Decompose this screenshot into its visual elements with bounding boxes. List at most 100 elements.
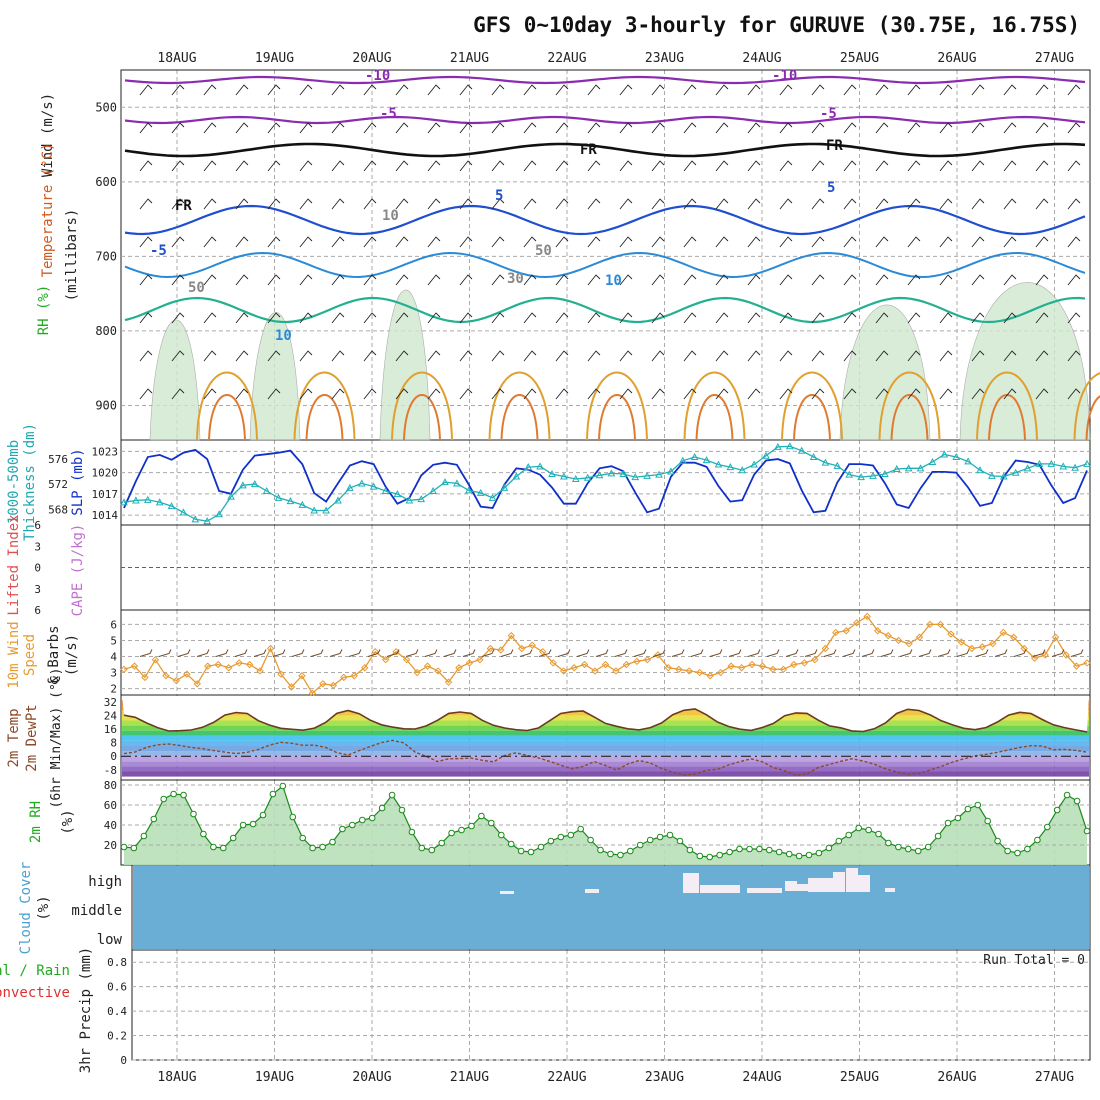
wind-barb-10m	[557, 649, 571, 657]
wind-speed-point	[601, 660, 610, 669]
cloud-high-gap	[885, 888, 895, 892]
wind-speed-point	[434, 667, 442, 675]
wind-barb	[619, 198, 633, 210]
y-tick-label: 0.4	[107, 1005, 127, 1018]
wind-barb-10m	[1051, 649, 1065, 657]
wind-speed-point	[999, 628, 1007, 637]
thickness-point	[667, 467, 675, 475]
wind-speed-point	[193, 680, 201, 688]
chart-title: GFS 0~10day 3-hourly for GURUVE (30.75E,…	[473, 13, 1080, 37]
wind-barb	[363, 236, 377, 248]
wind-barb	[587, 236, 601, 248]
thickness-point	[726, 463, 735, 471]
cloud-fill	[133, 866, 1089, 949]
wind-barb-10m	[462, 649, 476, 657]
wind-barb	[971, 84, 985, 96]
y-tick-label: 60	[104, 799, 117, 812]
wind-barb-10m	[918, 649, 932, 657]
wind-barb-10m	[842, 649, 856, 657]
rh-point	[974, 801, 982, 809]
wind-barb	[523, 122, 537, 134]
cloud-high-gap	[785, 881, 797, 891]
rh-point	[885, 839, 892, 847]
rh-point	[865, 826, 872, 834]
wind-barb	[171, 122, 185, 134]
wind-barb	[235, 274, 249, 286]
y-axis-label: Temperature (°C)	[40, 143, 56, 278]
y-tick-label: 0	[110, 750, 117, 763]
wind-barb	[363, 160, 377, 172]
temp-band	[122, 756, 1089, 762]
wind-barb	[587, 312, 601, 324]
wind-speed-point	[1030, 654, 1039, 662]
wind-barb	[811, 122, 825, 134]
wind-barb-10m	[823, 649, 837, 657]
x-tick-bottom: 23AUG	[645, 1070, 684, 1085]
thickness-point	[774, 442, 782, 450]
wind-barb	[907, 84, 921, 96]
rh-shade	[839, 304, 931, 441]
thickness-point	[785, 442, 794, 450]
wind-barb-10m	[234, 649, 248, 657]
wind-barb	[427, 312, 441, 324]
thickness-point	[357, 479, 366, 487]
wind-speed-point	[675, 665, 683, 674]
thickness-point	[928, 457, 937, 466]
wind-barb	[811, 388, 825, 400]
wind-speed-point	[507, 631, 516, 640]
rh-point	[597, 846, 604, 854]
wind-barb	[139, 274, 153, 286]
wind-barb	[427, 350, 441, 362]
rh-point	[577, 825, 585, 833]
x-tick-top: 21AUG	[450, 51, 489, 66]
wind-barb	[331, 350, 345, 362]
temp-band	[122, 735, 1089, 741]
rh-point	[954, 814, 962, 822]
thickness-point	[821, 458, 830, 466]
contour-label: 50	[188, 280, 205, 296]
y-tick-label: 3	[34, 583, 41, 596]
wind-barb	[299, 198, 313, 210]
wind-barb	[843, 274, 857, 286]
wind-barb	[139, 312, 153, 324]
rh-point	[299, 834, 307, 842]
wind-speed-point	[277, 670, 285, 678]
wind-barb	[747, 122, 761, 134]
y-tick-label: 80	[104, 779, 117, 792]
wind-speed-point	[894, 636, 903, 645]
wind-barb	[203, 122, 217, 134]
wind-barb	[427, 84, 441, 96]
wind-barb	[651, 84, 665, 96]
wind-barb	[299, 388, 313, 400]
y-axis-label: 1000-500mb	[6, 440, 22, 524]
temp-band	[122, 766, 1089, 772]
wind-barb	[683, 198, 697, 210]
temp-contour-warm	[391, 371, 453, 441]
wind-speed-point	[947, 630, 955, 638]
wind-barb	[139, 388, 153, 400]
wind-barb-10m	[937, 649, 951, 657]
wind-speed-point	[559, 667, 568, 675]
wind-barb	[1035, 388, 1049, 400]
wind-barb-10m	[1013, 649, 1027, 657]
wind-barb	[267, 84, 281, 96]
thickness-point	[393, 490, 402, 498]
wind-barb	[299, 350, 313, 362]
thickness-point	[524, 463, 533, 471]
wind-barb	[651, 312, 665, 324]
y-tick-label: 0.8	[107, 956, 127, 969]
wind-barb-10m	[880, 649, 894, 657]
wind-barb-10m	[386, 649, 400, 657]
wind-barb	[331, 312, 345, 324]
wind-barb-10m	[785, 649, 799, 657]
wind-barb	[1067, 160, 1081, 172]
wind-barb	[683, 236, 697, 248]
contour-label: -5	[150, 243, 167, 259]
wind-barb	[811, 198, 825, 210]
temp-band	[122, 771, 1089, 777]
wind-speed-point	[538, 647, 547, 656]
wind-speed-point	[706, 672, 714, 680]
wind-barb	[267, 274, 281, 286]
wind-barb	[1003, 160, 1017, 172]
